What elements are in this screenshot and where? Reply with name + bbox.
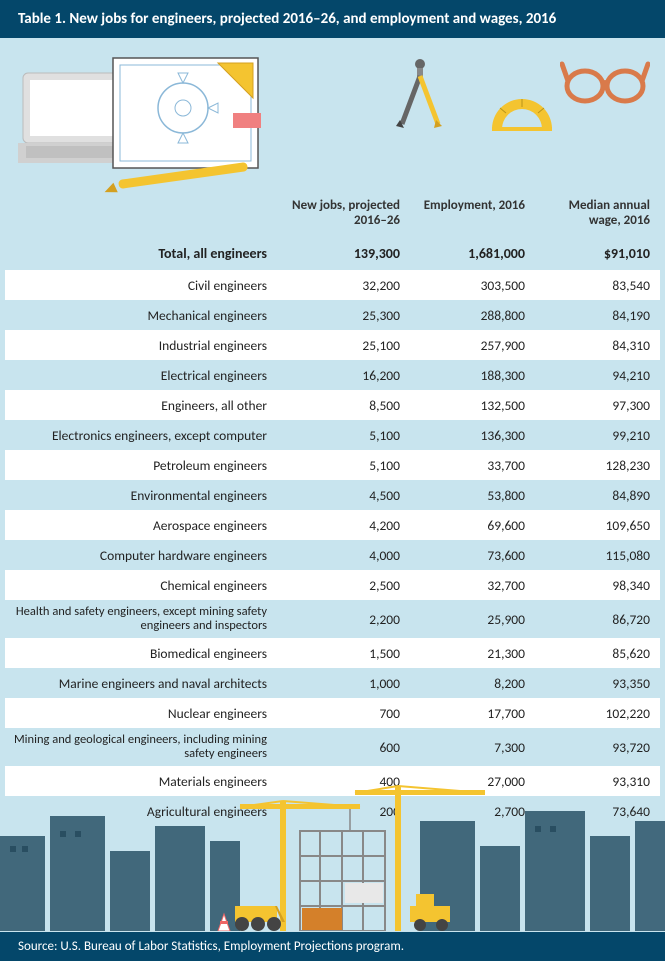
row-label: Aerospace engineers bbox=[5, 517, 285, 534]
row-wage: 86,720 bbox=[535, 611, 660, 628]
row-wage: 84,310 bbox=[535, 337, 660, 354]
table-row: Biomedical engineers1,50021,30085,620 bbox=[5, 638, 660, 668]
row-new-jobs: 32,200 bbox=[285, 277, 410, 294]
glasses-icon bbox=[560, 56, 650, 106]
table-row: Engineers, all other8,500132,50097,300 bbox=[5, 390, 660, 420]
row-label: Environmental engineers bbox=[5, 487, 285, 504]
table-row: Marine engineers and naval architects1,0… bbox=[5, 668, 660, 698]
row-employment: 33,700 bbox=[410, 457, 535, 474]
row-wage: 85,620 bbox=[535, 645, 660, 662]
table-row: Electrical engineers16,200188,30094,210 bbox=[5, 360, 660, 390]
row-new-jobs: 5,100 bbox=[285, 427, 410, 444]
total-employment: 1,681,000 bbox=[410, 245, 535, 262]
total-row: Total, all engineers 139,300 1,681,000 $… bbox=[5, 236, 660, 270]
table-row: Aerospace engineers4,20069,600109,650 bbox=[5, 510, 660, 540]
row-employment: 8,200 bbox=[410, 675, 535, 692]
row-employment: 69,600 bbox=[410, 517, 535, 534]
row-employment: 53,800 bbox=[410, 487, 535, 504]
laptop-blueprint-icon bbox=[18, 53, 278, 203]
table-row: Mining and geological engineers, includi… bbox=[5, 728, 660, 766]
row-new-jobs: 16,200 bbox=[285, 367, 410, 384]
table-row: Industrial engineers25,100257,90084,310 bbox=[5, 330, 660, 360]
row-employment: 21,300 bbox=[410, 645, 535, 662]
row-label: Mining and geological engineers, includi… bbox=[5, 733, 285, 761]
row-label: Mechanical engineers bbox=[5, 307, 285, 324]
row-new-jobs: 2,500 bbox=[285, 577, 410, 594]
row-wage: 128,230 bbox=[535, 457, 660, 474]
row-wage: 84,190 bbox=[535, 307, 660, 324]
row-employment: 136,300 bbox=[410, 427, 535, 444]
row-new-jobs: 2,200 bbox=[285, 611, 410, 628]
row-employment: 132,500 bbox=[410, 397, 535, 414]
skyline-illustration bbox=[0, 776, 665, 931]
row-new-jobs: 1,000 bbox=[285, 675, 410, 692]
row-label: Computer hardware engineers bbox=[5, 547, 285, 564]
col-employment: Employment, 2016 bbox=[410, 198, 535, 228]
row-new-jobs: 8,500 bbox=[285, 397, 410, 414]
row-wage: 98,340 bbox=[535, 577, 660, 594]
total-wage: $91,010 bbox=[535, 245, 660, 262]
row-wage: 109,650 bbox=[535, 517, 660, 534]
illustration-row bbox=[0, 38, 665, 198]
row-wage: 97,300 bbox=[535, 397, 660, 414]
row-wage: 84,890 bbox=[535, 487, 660, 504]
protractor-icon bbox=[488, 93, 556, 133]
row-label: Health and safety engineers, except mini… bbox=[5, 605, 285, 633]
row-employment: 25,900 bbox=[410, 611, 535, 628]
row-label: Industrial engineers bbox=[5, 337, 285, 354]
col-new-jobs: New jobs, projected 2016–26 bbox=[285, 198, 410, 228]
row-employment: 32,700 bbox=[410, 577, 535, 594]
row-label: Petroleum engineers bbox=[5, 457, 285, 474]
column-headers: New jobs, projected 2016–26 Employment, … bbox=[0, 198, 665, 236]
row-wage: 93,350 bbox=[535, 675, 660, 692]
table-row: Electronics engineers, except computer5,… bbox=[5, 420, 660, 450]
row-label: Chemical engineers bbox=[5, 577, 285, 594]
row-employment: 303,500 bbox=[410, 277, 535, 294]
row-new-jobs: 5,100 bbox=[285, 457, 410, 474]
table-row: Mechanical engineers25,300288,80084,190 bbox=[5, 300, 660, 330]
row-new-jobs: 25,100 bbox=[285, 337, 410, 354]
source-citation: Source: U.S. Bureau of Labor Statistics,… bbox=[0, 932, 665, 961]
table-row: Computer hardware engineers4,00073,60011… bbox=[5, 540, 660, 570]
total-new-jobs: 139,300 bbox=[285, 245, 410, 262]
row-label: Marine engineers and naval architects bbox=[5, 675, 285, 692]
table-row: Chemical engineers2,50032,70098,340 bbox=[5, 570, 660, 600]
col-wage: Median annual wage, 2016 bbox=[535, 198, 660, 228]
row-label: Engineers, all other bbox=[5, 397, 285, 414]
row-wage: 94,210 bbox=[535, 367, 660, 384]
row-employment: 288,800 bbox=[410, 307, 535, 324]
row-employment: 188,300 bbox=[410, 367, 535, 384]
table-title: Table 1. New jobs for engineers, project… bbox=[0, 0, 665, 38]
row-employment: 7,300 bbox=[410, 739, 535, 756]
row-wage: 83,540 bbox=[535, 277, 660, 294]
row-wage: 102,220 bbox=[535, 705, 660, 722]
row-wage: 99,210 bbox=[535, 427, 660, 444]
row-label: Electrical engineers bbox=[5, 367, 285, 384]
total-label: Total, all engineers bbox=[5, 245, 285, 262]
table-row: Petroleum engineers5,10033,700128,230 bbox=[5, 450, 660, 480]
table-row: Environmental engineers4,50053,80084,890 bbox=[5, 480, 660, 510]
table-row: Health and safety engineers, except mini… bbox=[5, 600, 660, 638]
row-new-jobs: 25,300 bbox=[285, 307, 410, 324]
compass-icon bbox=[390, 56, 450, 131]
row-new-jobs: 4,500 bbox=[285, 487, 410, 504]
row-wage: 93,720 bbox=[535, 739, 660, 756]
row-employment: 257,900 bbox=[410, 337, 535, 354]
row-new-jobs: 700 bbox=[285, 705, 410, 722]
row-new-jobs: 1,500 bbox=[285, 645, 410, 662]
row-new-jobs: 4,000 bbox=[285, 547, 410, 564]
table-row: Civil engineers32,200303,50083,540 bbox=[5, 270, 660, 300]
row-wage: 115,080 bbox=[535, 547, 660, 564]
row-label: Electronics engineers, except computer bbox=[5, 427, 285, 444]
row-label: Nuclear engineers bbox=[5, 705, 285, 722]
row-new-jobs: 600 bbox=[285, 739, 410, 756]
row-employment: 17,700 bbox=[410, 705, 535, 722]
data-table: Total, all engineers 139,300 1,681,000 $… bbox=[0, 236, 665, 826]
row-employment: 73,600 bbox=[410, 547, 535, 564]
table-row: Nuclear engineers70017,700102,220 bbox=[5, 698, 660, 728]
row-label: Biomedical engineers bbox=[5, 645, 285, 662]
row-new-jobs: 4,200 bbox=[285, 517, 410, 534]
row-label: Civil engineers bbox=[5, 277, 285, 294]
